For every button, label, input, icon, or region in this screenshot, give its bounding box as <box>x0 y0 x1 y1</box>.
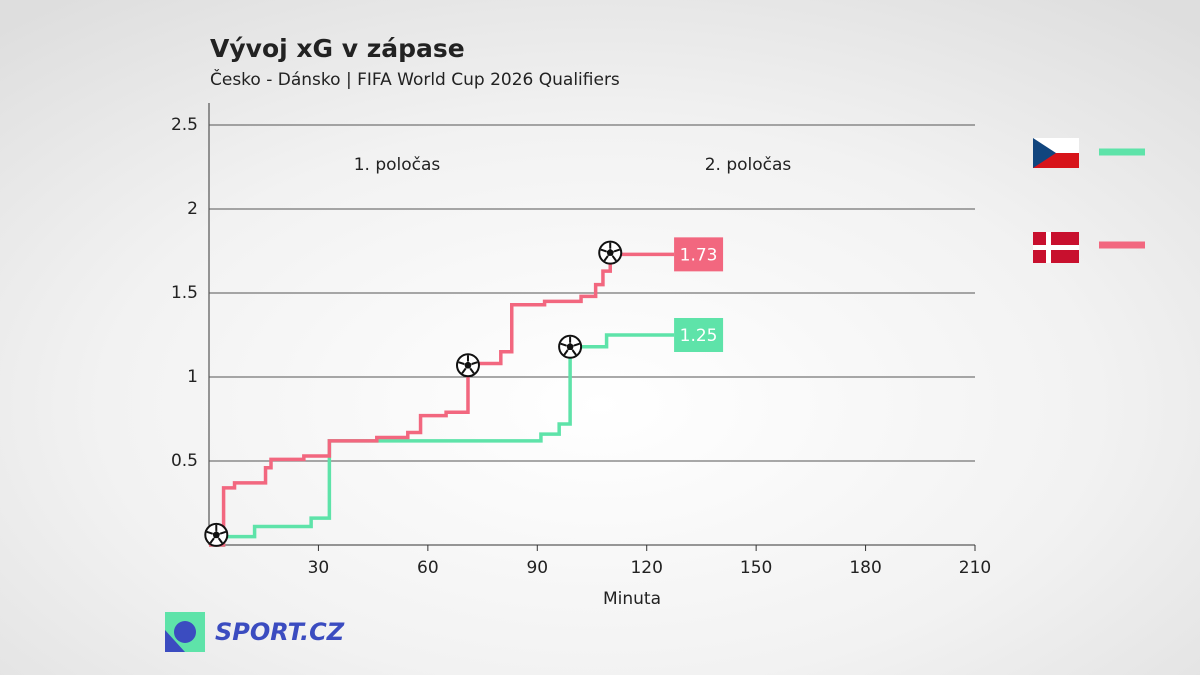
x-tick-label: 180 <box>849 558 881 578</box>
ball-seam <box>471 361 478 365</box>
flag-cz <box>1033 138 1079 168</box>
x-tick-label: 150 <box>740 558 772 578</box>
x-tick-label: 120 <box>630 558 662 578</box>
chart-title: Vývoj xG v zápase <box>210 34 465 63</box>
ball-seam <box>611 255 617 262</box>
y-tick-label: 2.5 <box>171 115 198 135</box>
ball-seam <box>458 361 465 365</box>
chart-subtitle: Česko - Dánsko | FIFA World Cup 2026 Qua… <box>210 68 620 90</box>
ball-patch <box>566 342 574 350</box>
ball-seam <box>469 367 475 374</box>
x-tick-label: 30 <box>308 558 330 578</box>
y-tick-label: 1.5 <box>171 283 198 303</box>
goal-marker <box>204 522 229 547</box>
x-tick-label: 210 <box>959 558 991 578</box>
goal-marker <box>558 334 583 359</box>
ball-seam <box>600 248 607 253</box>
ball-seam <box>573 342 580 347</box>
ball-seam <box>560 342 567 347</box>
ball-seam <box>219 530 227 535</box>
ball-patch <box>212 530 221 539</box>
value-label-box <box>674 318 724 352</box>
ball-patch <box>464 361 472 369</box>
value-label: 1.73 <box>680 245 718 265</box>
ball-seam <box>217 537 223 544</box>
ball-seam <box>563 349 569 356</box>
ball-patch <box>606 248 615 256</box>
y-tick-label: 2 <box>187 199 198 219</box>
x-tick-label: 60 <box>417 558 439 578</box>
value-label-box <box>674 237 724 272</box>
half-label: 1. poločas <box>354 155 441 175</box>
x-tick-label: 90 <box>526 558 548 578</box>
ball-seam <box>461 367 467 374</box>
half-label: 2. poločas <box>705 155 792 175</box>
logo-text: SPORT.CZ <box>215 618 345 646</box>
goal-marker <box>598 240 623 265</box>
ball-seam <box>209 537 215 544</box>
ball-seam <box>613 248 621 253</box>
logo: SPORT.CZ <box>165 612 345 652</box>
x-axis-label: Minuta <box>603 589 661 609</box>
xg-line <box>209 252 675 547</box>
ball-seam <box>603 255 609 262</box>
value-label: 1.25 <box>680 326 718 346</box>
flag-dk <box>1033 232 1079 263</box>
ball-seam <box>206 530 213 535</box>
y-tick-label: 0.5 <box>171 451 198 471</box>
goal-marker <box>455 353 480 378</box>
y-tick-label: 1 <box>187 367 198 387</box>
ball-seam <box>571 349 577 356</box>
